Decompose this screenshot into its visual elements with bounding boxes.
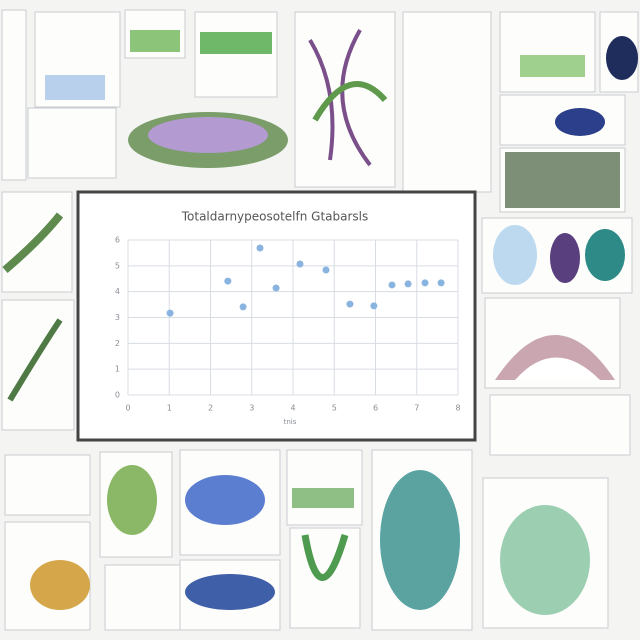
panel — [402, 11, 492, 193]
bars — [130, 30, 180, 52]
x-tick-label: 7 — [414, 404, 419, 413]
point — [421, 279, 429, 287]
illustration — [7, 318, 63, 402]
x-tick-label: 2 — [208, 404, 213, 413]
illustration — [30, 560, 90, 610]
y-tick-label: 2 — [115, 339, 120, 348]
y-tick-label: 0 — [115, 391, 120, 400]
panel — [499, 11, 596, 93]
illustration — [107, 465, 157, 535]
x-tick-label: 1 — [167, 404, 172, 413]
illustration — [380, 470, 460, 610]
panel — [286, 449, 363, 526]
illustration — [185, 475, 265, 525]
chart-title: Totaldarnypeosotelfn Gtabarsls — [181, 210, 369, 224]
illustration — [312, 81, 388, 122]
illustration — [2, 212, 64, 274]
panel — [4, 454, 91, 516]
x-tick-label: 5 — [332, 404, 337, 413]
panel — [194, 11, 278, 98]
illustration — [185, 574, 275, 610]
y-tick-label: 5 — [115, 261, 120, 270]
x-tick-label: 4 — [290, 404, 295, 413]
illustration — [493, 225, 537, 285]
panel — [1, 299, 75, 431]
point — [437, 279, 445, 287]
illustration — [555, 108, 605, 136]
panel — [104, 564, 181, 631]
illustration — [585, 229, 625, 281]
bars — [200, 32, 272, 54]
bars — [45, 75, 105, 100]
x-tick-label: 8 — [455, 404, 460, 413]
panel — [294, 11, 396, 188]
panel — [27, 107, 117, 179]
point — [239, 303, 247, 311]
panel — [1, 9, 27, 181]
x-tick-label: 3 — [249, 404, 254, 413]
y-tick-label: 6 — [115, 236, 120, 245]
point — [256, 244, 264, 252]
point — [370, 302, 378, 310]
y-tick-label: 3 — [115, 313, 120, 322]
chart-frame — [76, 190, 477, 442]
x-axis-label: tnis — [284, 418, 297, 426]
panel — [489, 394, 631, 456]
illustration — [606, 36, 638, 80]
point — [388, 281, 396, 289]
point — [346, 300, 354, 308]
background-panels — [1, 9, 639, 631]
bars — [292, 488, 354, 508]
point — [322, 266, 330, 274]
point — [296, 260, 304, 268]
illustration — [500, 505, 590, 615]
illustration — [301, 534, 349, 581]
illustration — [550, 233, 580, 283]
illustration — [515, 357, 600, 380]
illustration — [148, 117, 268, 153]
point — [224, 277, 232, 285]
point — [272, 284, 280, 292]
chart: Totaldarnypeosotelfn Gtabarsls tnis 0 1 2 3… — [115, 210, 461, 427]
bars — [520, 55, 585, 77]
x-tick-label: 0 — [125, 404, 130, 413]
point — [404, 280, 412, 288]
texture — [505, 152, 620, 208]
y-tick-label: 1 — [115, 365, 120, 374]
x-tick-label: 6 — [373, 404, 378, 413]
y-tick-label: 4 — [115, 287, 120, 296]
point — [166, 309, 174, 317]
